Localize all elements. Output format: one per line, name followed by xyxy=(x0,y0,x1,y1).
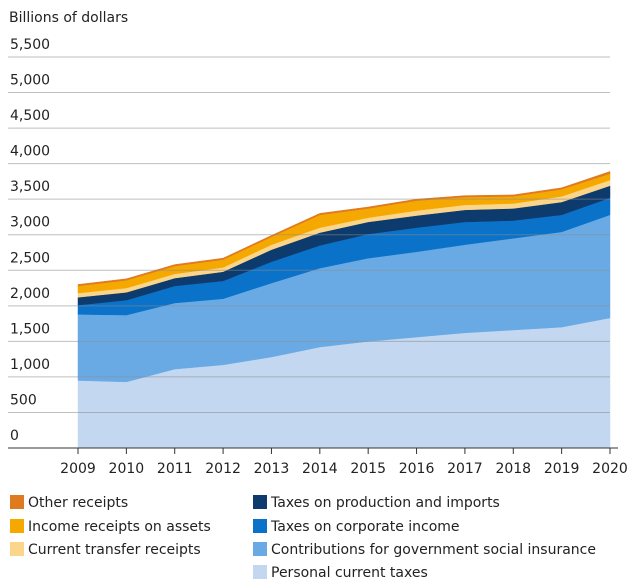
y-tick-label: 4,500 xyxy=(10,108,50,124)
legend-swatch xyxy=(10,542,24,556)
y-tick-label: 5,500 xyxy=(10,37,50,53)
x-tick-label: 2013 xyxy=(254,461,290,477)
legend-swatch xyxy=(10,519,24,533)
legend-swatch xyxy=(253,519,267,533)
legend-label: Taxes on corporate income xyxy=(270,519,460,535)
y-tick-label: 4,000 xyxy=(10,144,50,160)
x-tick-label: 2017 xyxy=(447,461,483,477)
y-tick-label: 0 xyxy=(10,428,19,444)
x-tick-label: 2018 xyxy=(495,461,531,477)
y-tick-label: 3,000 xyxy=(10,215,50,231)
x-tick-label: 2015 xyxy=(350,461,386,477)
x-tick-label: 2010 xyxy=(109,461,145,477)
x-tick-label: 2012 xyxy=(205,461,241,477)
legend-label: Other receipts xyxy=(28,495,128,511)
y-tick-label: 1,500 xyxy=(10,321,50,337)
y-axis-label: Billions of dollars xyxy=(9,10,128,26)
x-tick-label: 2019 xyxy=(544,461,580,477)
legend-label: Personal current taxes xyxy=(271,565,428,581)
x-tick-label: 2020 xyxy=(592,461,628,477)
legend-label: Taxes on production and imports xyxy=(270,495,500,511)
x-tick-label: 2011 xyxy=(157,461,193,477)
y-tick-label: 1,000 xyxy=(10,357,50,373)
area xyxy=(77,171,611,287)
y-tick-label: 2,000 xyxy=(10,286,50,302)
y-tick-label: 5,000 xyxy=(10,73,50,89)
x-tick-label: 2009 xyxy=(60,461,96,477)
legend-swatch xyxy=(10,495,24,509)
legend-swatch xyxy=(253,542,267,556)
x-tick-label: 2014 xyxy=(302,461,338,477)
legend-label: Income receipts on assets xyxy=(28,519,211,535)
y-tick-label: 3,500 xyxy=(10,179,50,195)
y-tick-label: 500 xyxy=(10,392,37,408)
legend-swatch xyxy=(253,495,267,509)
y-tick-label: 2,500 xyxy=(10,250,50,266)
legend-label: Contributions for government social insu… xyxy=(271,542,596,558)
x-tick-label: 2016 xyxy=(399,461,435,477)
legend-label: Current transfer receipts xyxy=(28,542,201,558)
legend-swatch xyxy=(253,565,267,579)
